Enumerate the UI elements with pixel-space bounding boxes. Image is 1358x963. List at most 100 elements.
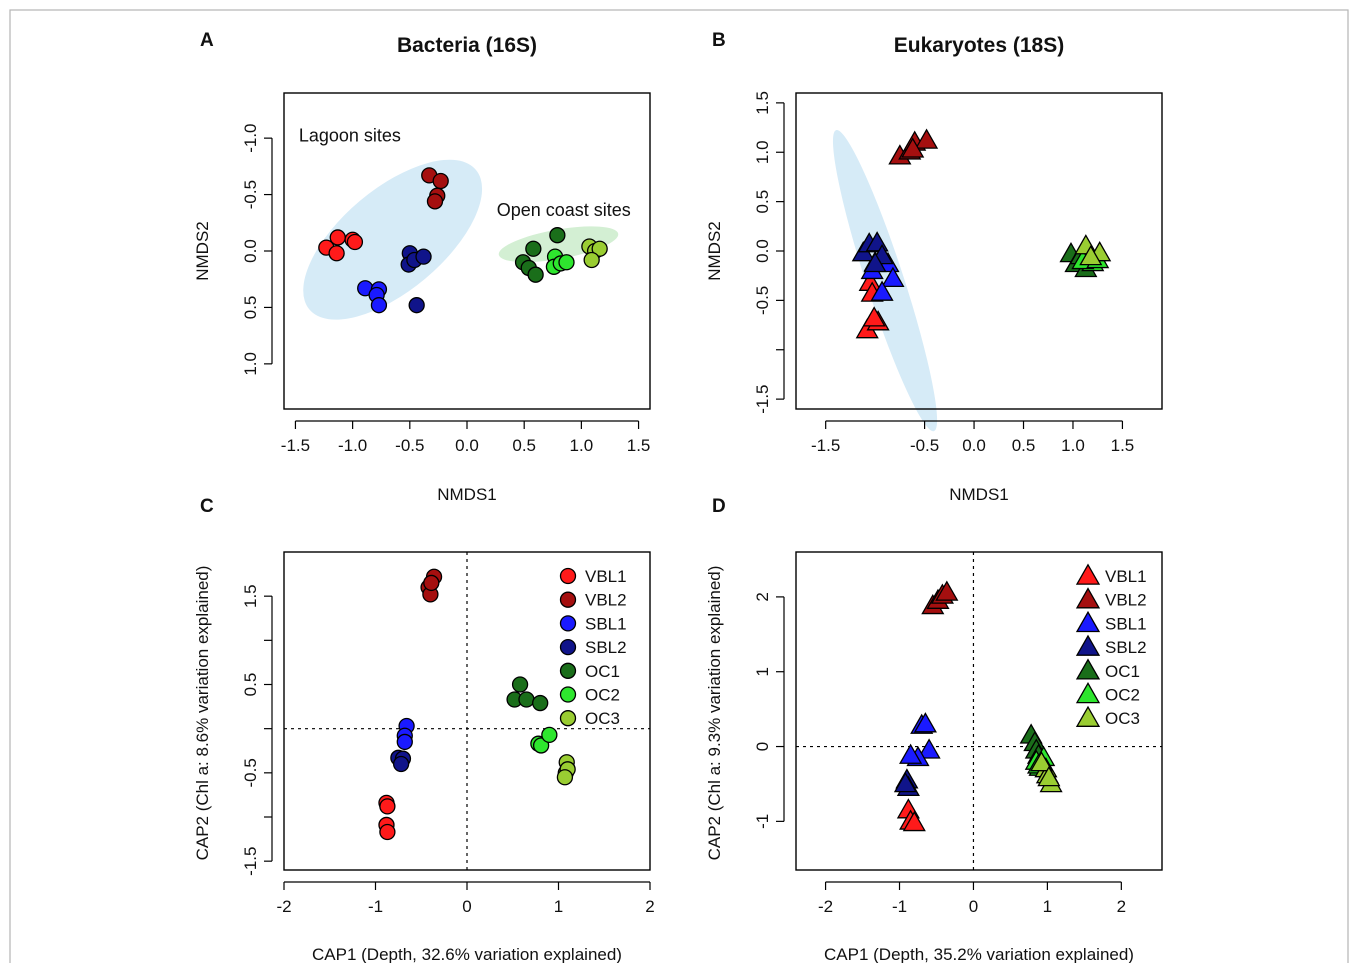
legend-label: SBL1: [585, 614, 627, 633]
series-vbl2: [921, 580, 959, 615]
series-sbl2: [400, 245, 432, 314]
panel-c: C -2 -1 0 1 2 -1.5 -0.5 0.5 1.5 CAP1 (Depth, 32.6%…: [193, 496, 655, 963]
data-point-sbl2: [392, 755, 410, 773]
panel-title: Eukaryotes (18S): [894, 34, 1064, 57]
legend-marker-oc1: [559, 662, 577, 679]
series-oc3: [1029, 751, 1063, 793]
figure-frame: [9, 9, 1349, 963]
data-point-vbl2: [426, 193, 444, 210]
x-tick-label: -1: [368, 897, 383, 916]
x-tick-label: 0.0: [962, 436, 986, 455]
panel-letter: C: [200, 496, 214, 517]
legend-marker-oc3: [1075, 705, 1101, 727]
series-oc1: [506, 676, 549, 712]
series-oc2: [545, 248, 575, 275]
y-tick-label: -1.5: [753, 384, 772, 413]
x-tick-label: -1.5: [281, 436, 310, 455]
legend-marker-vbl1: [559, 567, 577, 585]
data-point-sbl2: [863, 251, 887, 273]
legend-label: VBL1: [585, 567, 627, 586]
y-tick-label: 1.5: [241, 584, 260, 608]
x-axis-label: NMDS1: [949, 485, 1009, 504]
data-point-oc3: [1079, 245, 1103, 266]
legend-marker-vbl2: [1075, 587, 1101, 609]
legend-marker-oc2: [1075, 682, 1101, 704]
data-point-oc3: [591, 240, 608, 257]
data-point-oc1: [527, 266, 544, 283]
data-point-sbl2: [415, 248, 432, 265]
series-vbl1: [378, 794, 396, 841]
y-axis-label: NMDS2: [193, 221, 212, 281]
x-tick-label: -1: [892, 897, 907, 916]
legend-marker-oc1: [1075, 658, 1101, 680]
x-axis-label: CAP1 (Depth, 35.2% variation explained): [824, 945, 1134, 963]
legend-marker-oc3: [559, 710, 577, 727]
x-tick-label: 2: [645, 897, 654, 916]
y-tick-label: -1: [753, 814, 772, 829]
series-sbl2: [390, 749, 412, 773]
x-tick-label: 0.0: [455, 436, 479, 455]
x-tick-label: 1.5: [627, 436, 651, 455]
series-vbl1: [318, 229, 364, 262]
y-tick-label: 0.5: [241, 296, 260, 320]
legend-marker-vbl1: [1075, 563, 1101, 585]
x-tick-label: 1.0: [570, 436, 594, 455]
series-vbl1: [896, 798, 926, 832]
data-point-sbl1: [917, 738, 941, 759]
plot-area: [795, 92, 1163, 410]
legend-marker-sbl2: [1075, 634, 1101, 656]
series-vbl2: [421, 167, 449, 210]
x-tick-label: -2: [276, 897, 291, 916]
legend-label: SBL2: [585, 638, 627, 657]
legend: VBL1 VBL2 SBL1 SBL2 OC1 OC2 OC3: [1075, 563, 1147, 728]
panel-letter: A: [200, 30, 214, 51]
x-tick-label: -1.0: [338, 436, 367, 455]
x-tick-label: -0.5: [395, 436, 424, 455]
legend-label: OC2: [1105, 686, 1140, 705]
legend-label: OC3: [1105, 709, 1140, 728]
data-point-oc3: [1029, 751, 1054, 772]
y-tick-label: -1.5: [241, 847, 260, 876]
data-point-oc2: [541, 726, 558, 743]
data-point-oc3: [556, 769, 574, 786]
panel-a: A Bacteria (16S) -1.5 -1.0 -0.5 0.0 0.5 1.0 1.5 -…: [193, 30, 651, 504]
x-tick-label: -2: [818, 897, 833, 916]
x-tick-label: 0.5: [512, 436, 536, 455]
legend-marker-oc2: [559, 686, 577, 703]
series-oc3: [581, 238, 608, 269]
panel-d: D -2 -1 0 1 2 -1 0 1 2 CAP1 (Depth, 35.2% variatio…: [705, 496, 1163, 963]
x-tick-label: 0.5: [1012, 436, 1036, 455]
data-point-vbl1: [328, 245, 345, 262]
series-vbl2: [888, 128, 939, 165]
x-tick-label: 2: [1117, 897, 1126, 916]
series-oc2: [530, 726, 558, 754]
y-tick-label: 0: [753, 742, 772, 751]
data-point-oc1: [549, 227, 566, 244]
x-tick-label: 1: [1043, 897, 1052, 916]
y-axis-label: CAP2 (Chl a: 9.3% variation explained): [705, 566, 724, 861]
y-tick-label: 1: [753, 667, 772, 676]
x-axis-label: CAP1 (Depth, 32.6% variation explained): [312, 945, 622, 963]
data-point-vbl1: [379, 798, 396, 815]
y-tick-label: 1.0: [753, 140, 772, 164]
legend-label: OC2: [585, 686, 620, 705]
data-point-sbl1: [899, 743, 923, 764]
data-point-vbl1: [379, 823, 396, 841]
plot-area: [283, 92, 651, 410]
legend: VBL1 VBL2 SBL1 SBL2 OC1 OC2 OC3: [559, 567, 627, 728]
y-tick-label: 0.0: [753, 239, 772, 263]
x-tick-label: 1.0: [1061, 436, 1085, 455]
y-tick-label: 0.5: [753, 190, 772, 214]
data-point-vbl2: [915, 128, 939, 149]
series-oc3: [1074, 234, 1112, 266]
panel-b: B Eukaryotes (18S) -1.5 -0.5 0.0 0.5 1.0 1.5 -1.…: [705, 30, 1163, 504]
data-point-vbl1: [902, 810, 926, 832]
data-point-sbl2: [408, 297, 425, 314]
legend-marker-sbl2: [559, 638, 577, 656]
data-point-vbl2: [423, 574, 440, 592]
legend-label: SBL2: [1105, 638, 1147, 657]
data-point-sbl1: [396, 733, 413, 751]
y-tick-label: 1.5: [753, 91, 772, 115]
legend-marker-vbl2: [559, 591, 577, 608]
